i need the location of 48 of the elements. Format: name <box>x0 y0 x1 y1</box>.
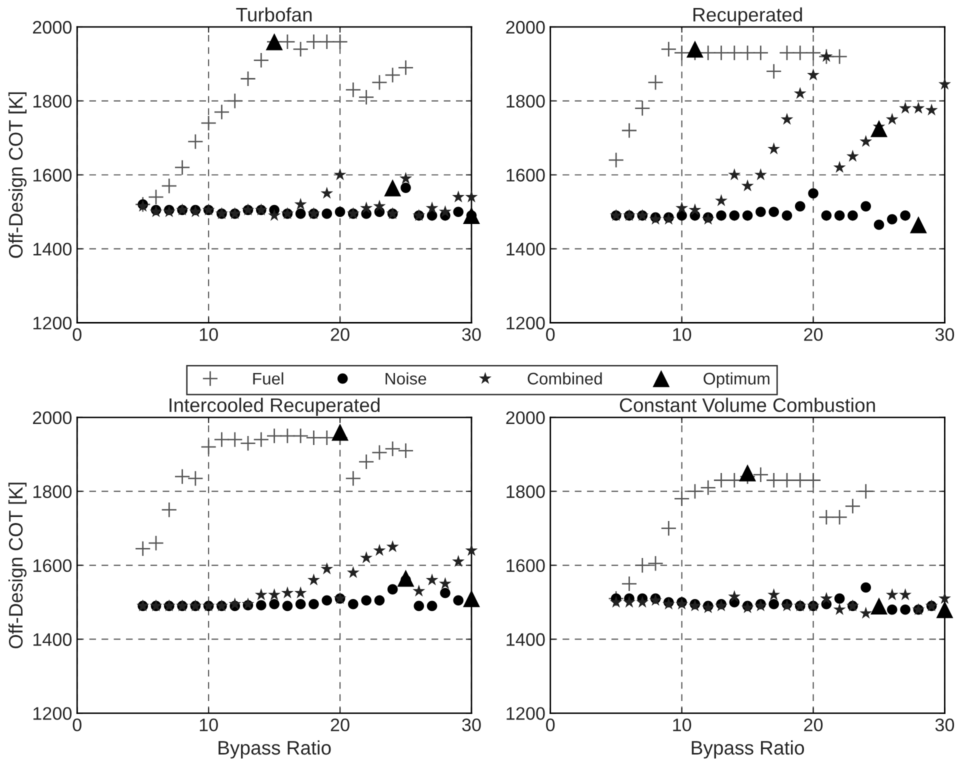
x-tick-label: 0 <box>546 328 555 341</box>
x-axis-title: Bypass Ratio <box>692 740 804 759</box>
x-axis-title: Bypass Ratio <box>218 740 331 759</box>
y-tick-label: 1600 <box>33 168 72 182</box>
y-tick-label: 1200 <box>33 707 72 720</box>
y-tick-label: 2000 <box>33 20 72 34</box>
x-tick-label: 10 <box>200 328 218 341</box>
y-tick-label: 1200 <box>506 707 545 720</box>
y-tick-label: 1400 <box>506 633 545 646</box>
y-tick-label: 1400 <box>506 242 545 256</box>
x-tick-label: 30 <box>462 328 481 341</box>
y-tick-label: 1400 <box>33 242 72 256</box>
y-tick-label: 1600 <box>506 559 545 572</box>
x-tick-label: 30 <box>462 718 481 732</box>
x-tick-label: 20 <box>330 328 350 341</box>
y-tick-label: 1800 <box>506 485 545 498</box>
y-tick-label: 2000 <box>506 20 545 34</box>
y-axis-title: Off-Design COT [K] <box>8 92 27 258</box>
x-tick-label: 20 <box>804 718 823 732</box>
x-tick-label: 20 <box>804 328 823 341</box>
chart-title: Intercooled Recuperated <box>170 398 380 416</box>
x-tick-label: 0 <box>72 328 82 341</box>
y-tick-label: 1200 <box>33 316 72 330</box>
legend-label: Noise <box>386 372 426 385</box>
x-tick-label: 0 <box>72 718 82 732</box>
chart-title: Recuperated <box>693 7 802 26</box>
x-tick-label: 20 <box>330 718 350 732</box>
y-tick-label: 1800 <box>33 94 72 108</box>
x-tick-label: 0 <box>546 718 555 732</box>
y-tick-label: 1200 <box>506 316 545 330</box>
x-tick-label: 10 <box>673 718 692 732</box>
x-tick-label: 10 <box>673 328 692 341</box>
legend-label: Optimum <box>704 372 770 388</box>
x-tick-label: 10 <box>200 718 218 732</box>
legend-label: Combined <box>528 372 602 385</box>
y-tick-label: 1600 <box>33 559 72 572</box>
y-tick-label: 1600 <box>506 168 545 182</box>
legend-label: Fuel <box>253 372 284 385</box>
y-axis-title: Off-Design COT [K] <box>8 482 27 648</box>
x-tick-label: 30 <box>935 328 954 341</box>
y-tick-label: 2000 <box>506 411 545 424</box>
y-tick-label: 2000 <box>33 411 72 424</box>
chart-title: Turbofan <box>236 7 312 22</box>
chart-title: Constant Volume Combustion <box>620 398 875 412</box>
y-tick-label: 1400 <box>33 633 72 646</box>
y-tick-label: 1800 <box>33 485 72 498</box>
y-tick-label: 1800 <box>506 94 545 108</box>
x-tick-label: 30 <box>935 718 954 732</box>
